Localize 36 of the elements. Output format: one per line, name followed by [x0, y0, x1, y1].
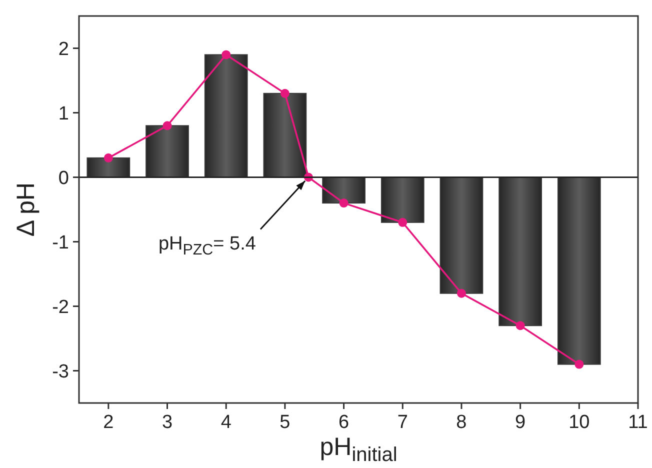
y-tick-label: 0 — [58, 168, 69, 189]
point — [104, 153, 113, 162]
x-tick-label: 10 — [568, 412, 590, 433]
bar — [86, 157, 130, 178]
x-tick-label: 6 — [338, 412, 350, 433]
bar — [557, 176, 601, 365]
x-axis-title: pH$_{initial}$ — [320, 433, 398, 466]
bar — [204, 54, 248, 178]
y-tick-label: -1 — [52, 232, 69, 254]
x-tick-label: 5 — [280, 412, 290, 433]
y-tick-label: -2 — [52, 296, 69, 318]
bar — [146, 125, 189, 178]
y-tick-label: -3 — [52, 361, 69, 382]
y-tick-label: 1 — [58, 103, 69, 124]
bar — [380, 176, 424, 223]
x-tick-label: 11 — [628, 412, 648, 433]
x-tick-label: 8 — [456, 412, 467, 433]
point — [574, 360, 584, 369]
point — [339, 198, 348, 208]
x-tick-label: 9 — [515, 412, 526, 433]
x-tick-label: 3 — [162, 412, 173, 433]
x-tick-label: 2 — [103, 412, 114, 433]
x-tick-label: 7 — [397, 412, 408, 433]
y-axis-title: Δ pH — [12, 182, 40, 237]
bar — [263, 92, 307, 178]
point — [398, 218, 408, 227]
point — [222, 50, 231, 60]
y-tick-label: 2 — [58, 38, 69, 60]
x-tick-label: 4 — [220, 412, 232, 433]
annotation: pH$_{PZC}$= 5.4 — [158, 233, 256, 258]
point — [456, 288, 466, 298]
point — [162, 121, 172, 130]
point — [280, 88, 290, 98]
point — [516, 321, 525, 330]
bar — [498, 176, 542, 326]
bar — [440, 176, 484, 294]
